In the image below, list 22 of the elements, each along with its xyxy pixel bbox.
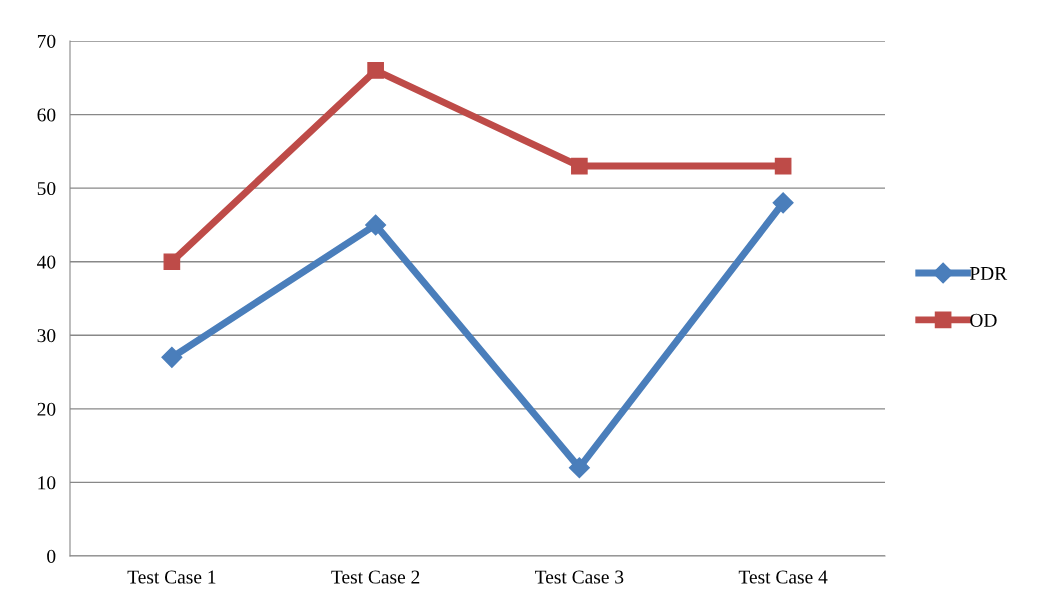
x-tick-label: Test Case 4 [738, 570, 828, 584]
point [161, 346, 183, 368]
y-tick-label: 30 [37, 329, 56, 343]
x-tick-label: Test Case 2 [331, 570, 420, 584]
point [571, 157, 588, 175]
point [774, 157, 792, 175]
x-tick-label: Test Case 3 [535, 570, 624, 584]
legend-label: OD [970, 313, 997, 327]
y-tick-label: 20 [37, 402, 56, 416]
y-tick-label: 60 [37, 108, 56, 122]
y-tick-label: 50 [37, 181, 56, 196]
point [568, 457, 590, 479]
point [367, 62, 384, 79]
x-tick-label: Test Case 1 [127, 570, 216, 584]
y-tick-label: 0 [47, 549, 56, 563]
y-tick-label: 10 [38, 476, 56, 490]
point [163, 253, 181, 271]
point [772, 192, 794, 214]
y-tick-label: 40 [37, 255, 56, 269]
point [365, 214, 387, 236]
legend-label: PDR [969, 267, 1008, 280]
y-tick-label: 70 [37, 34, 56, 48]
